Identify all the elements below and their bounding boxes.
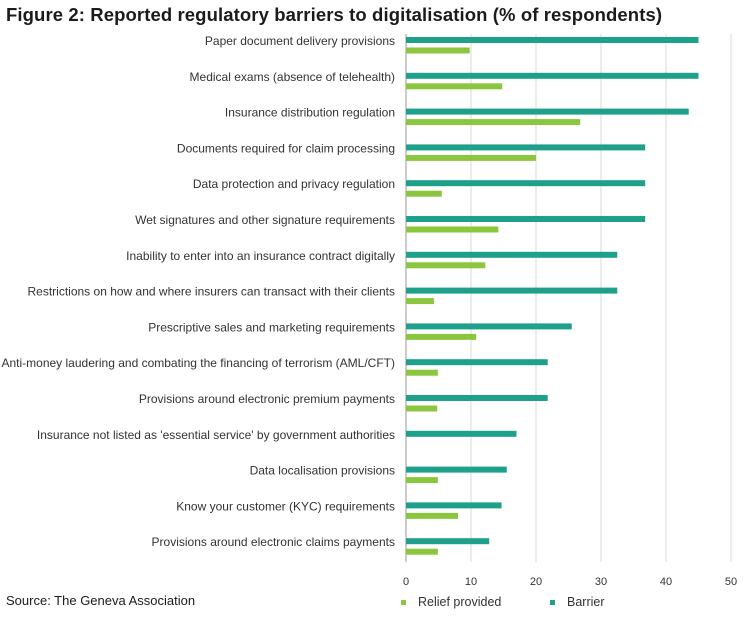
relief-bar	[406, 262, 486, 269]
relief-bar	[406, 226, 499, 233]
x-tick-label: 10	[465, 576, 477, 588]
relief-bar	[406, 405, 438, 412]
category-labels: Paper document delivery provisions Medica…	[1, 34, 395, 549]
barrier-bar	[406, 359, 548, 366]
gridlines	[405, 34, 732, 562]
bars	[406, 37, 699, 555]
relief-bar	[406, 47, 470, 54]
category-label: Inability to enter into an insurance con…	[126, 249, 395, 263]
category-label: Medical exams (absence of telehealth)	[190, 70, 395, 84]
relief-bar	[406, 512, 458, 519]
barrier-bar	[406, 395, 548, 401]
barrier-bar	[406, 466, 507, 473]
relief-bar	[406, 83, 503, 90]
relief-bar	[406, 190, 442, 197]
barrier-bar	[406, 72, 699, 79]
category-label: Provisions around electronic premium pay…	[139, 392, 395, 406]
x-tick-label: 20	[530, 576, 542, 588]
barrier-bar	[406, 108, 689, 115]
category-label: Paper document delivery provisions	[205, 34, 395, 48]
legend-swatch-relief	[401, 600, 406, 605]
barrier-bar	[406, 37, 699, 43]
category-label: Wet signatures and other signature requi…	[135, 213, 395, 227]
barrier-bar	[406, 323, 572, 330]
barrier-bar	[406, 430, 517, 437]
barrier-bar	[406, 502, 502, 509]
x-tick-label: 0	[403, 576, 409, 588]
legend-swatch-barrier	[550, 600, 555, 605]
relief-bar	[406, 333, 477, 340]
barrier-bar	[406, 538, 490, 545]
category-label: Provisions around electronic claims paym…	[152, 535, 395, 549]
x-tick-label: 30	[595, 576, 607, 588]
legend-label-barrier: Barrier	[567, 595, 605, 609]
relief-bar	[406, 154, 536, 161]
relief-bar	[406, 119, 581, 126]
category-label: Insurance not listed as 'essential servi…	[37, 428, 395, 442]
category-label: Data localisation provisions	[250, 464, 395, 478]
barrier-bar	[406, 144, 646, 151]
x-axis-ticks: 0 10 20 30 40 50	[403, 576, 737, 588]
category-label: Documents required for claim processing	[177, 141, 395, 155]
barrier-bar	[406, 287, 618, 294]
category-label: Know your customer (KYC) requirements	[176, 499, 395, 513]
category-label: Prescriptive sales and marketing require…	[148, 320, 395, 334]
category-label: Data protection and privacy regulation	[193, 177, 395, 191]
relief-bar	[406, 369, 438, 376]
x-tick-label: 50	[725, 576, 737, 588]
source-note: Source: The Geneva Association	[6, 593, 196, 608]
chart-title: Figure 2: Reported regulatory barriers t…	[6, 4, 663, 25]
category-label: Restrictions on how and where insurers c…	[28, 285, 396, 299]
barrier-bar	[406, 251, 618, 258]
x-tick-label: 40	[660, 576, 672, 588]
category-label: Insurance distribution regulation	[225, 106, 395, 120]
relief-bar	[406, 548, 438, 555]
category-label: Anti-money laudering and combating the f…	[1, 356, 395, 370]
relief-bar	[406, 477, 438, 484]
barrier-bar	[406, 216, 646, 222]
legend-label-relief: Relief provided	[418, 595, 501, 609]
barrier-bar	[406, 180, 646, 187]
relief-bar	[406, 298, 434, 305]
legend: Relief provided Barrier	[401, 595, 605, 609]
